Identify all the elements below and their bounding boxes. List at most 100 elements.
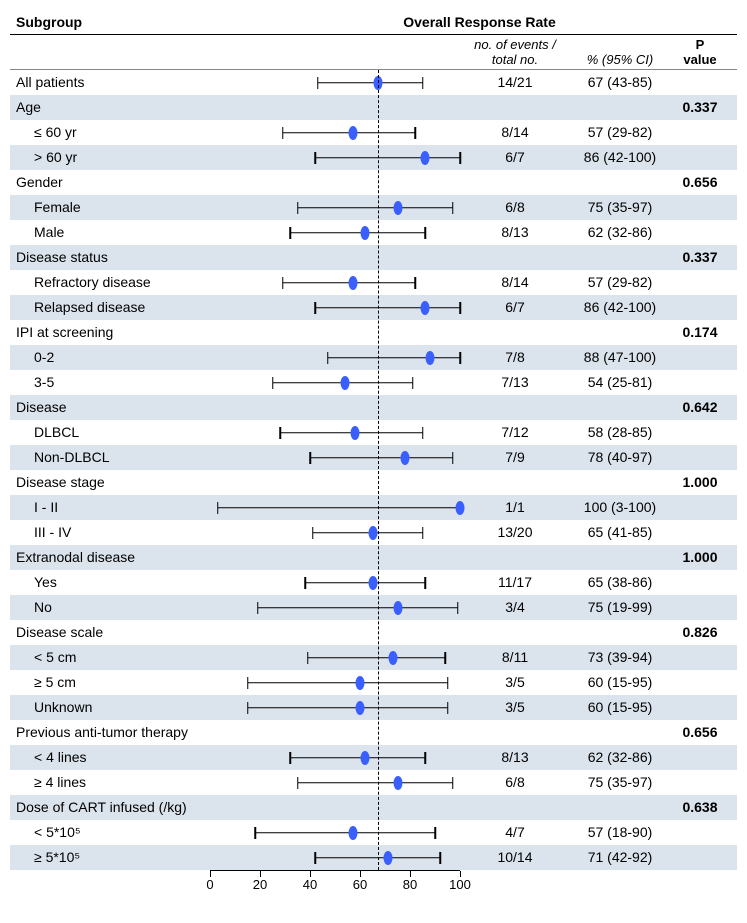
forest-cell [210,545,460,570]
events-cell: 7/13 [460,370,570,395]
row-label: ≤ 60 yr [10,120,210,145]
pvalue-cell: 1.000 [670,470,730,495]
ci-cell: 75 (35-97) [570,770,670,795]
pvalue-cell: 0.656 [670,720,730,745]
forest-cell [210,795,460,820]
ci-cell: 100 (3-100) [570,495,670,520]
forest-cell [210,245,460,270]
forest-cell [210,670,460,695]
forest-cell [210,195,460,220]
forest-cell [210,695,460,720]
row-label: All patients [10,70,210,95]
events-cell: 8/13 [460,745,570,770]
data-row: I - II1/1100 (3-100) [10,495,737,520]
axis-tick-label: 100 [449,877,471,892]
ci-cell [570,245,670,270]
data-row: ≥ 5 cm3/560 (15-95) [10,670,737,695]
group-header-row: Disease scale0.826 [10,620,737,645]
events-cell: 4/7 [460,820,570,845]
pvalue-cell [670,745,730,770]
point-marker [356,701,365,715]
events-cell [460,245,570,270]
axis-tick-label: 60 [353,877,367,892]
pvalue-cell [670,495,730,520]
pvalue-cell [670,570,730,595]
row-label: Gender [10,170,210,195]
data-row: ≥ 5*10⁵10/1471 (42-92) [10,845,737,870]
events-cell: 6/8 [460,770,570,795]
pvalue-cell [670,670,730,695]
subheader-pvalue: Pvalue [670,35,730,69]
data-row: Male8/1362 (32-86) [10,220,737,245]
pvalue-cell [670,445,730,470]
row-label: Relapsed disease [10,295,210,320]
row-label: < 5 cm [10,645,210,670]
row-label: Dose of CART infused (/kg) [10,795,210,820]
ci-cell: 57 (29-82) [570,120,670,145]
axis-tick-label: 80 [403,877,417,892]
data-row: ≥ 4 lines6/875 (35-97) [10,770,737,795]
forest-cell [210,295,460,320]
events-cell: 7/9 [460,445,570,470]
group-header-row: IPI at screening0.174 [10,320,737,345]
row-label: Extranodal disease [10,545,210,570]
group-header-row: Extranodal disease 1.000 [10,545,737,570]
data-row: DLBCL7/1258 (28-85) [10,420,737,445]
events-cell: 3/5 [460,670,570,695]
events-cell: 10/14 [460,845,570,870]
events-cell: 6/7 [460,295,570,320]
row-label: Unknown [10,695,210,720]
point-marker [401,451,410,465]
pvalue-cell [670,695,730,720]
forest-cell [210,345,460,370]
forest-cell [210,570,460,595]
table-header: Subgroup Overall Response Rate [10,10,737,35]
data-row: > 60 yr6/786 (42-100) [10,145,737,170]
pvalue-cell [670,820,730,845]
pvalue-cell [670,370,730,395]
group-header-row: Dose of CART infused (/kg) 0.638 [10,795,737,820]
ci-cell: 88 (47-100) [570,345,670,370]
ci-cell [570,170,670,195]
events-cell: 8/14 [460,270,570,295]
row-label: Male [10,220,210,245]
row-label: Yes [10,570,210,595]
ci-cell: 75 (19-99) [570,595,670,620]
forest-cell [210,270,460,295]
data-row: Female6/875 (35-97) [10,195,737,220]
events-cell [460,545,570,570]
point-marker [348,126,357,140]
point-marker [348,276,357,290]
point-marker [393,601,402,615]
forest-cell [210,395,460,420]
ci-cell: 71 (42-92) [570,845,670,870]
group-header-row: Previous anti-tumor therapy0.656 [10,720,737,745]
ci-cell [570,95,670,120]
forest-cell [210,820,460,845]
row-label: IPI at screening [10,320,210,345]
row-label: 3-5 [10,370,210,395]
ci-cell: 62 (32-86) [570,745,670,770]
data-row: No3/475 (19-99) [10,595,737,620]
ci-cell: 75 (35-97) [570,195,670,220]
row-label: Disease [10,395,210,420]
table-subheader: no. of events /total no. % (95% CI) Pval… [10,35,737,70]
forest-plot-body: All patients14/2167 (43-85)Age0.337≤ 60 … [10,70,737,870]
pvalue-cell [670,645,730,670]
pvalue-cell: 1.000 [670,545,730,570]
row-label: DLBCL [10,420,210,445]
forest-cell [210,770,460,795]
point-marker [456,501,465,515]
pvalue-cell [670,845,730,870]
forest-cell [210,95,460,120]
pvalue-cell: 0.638 [670,795,730,820]
ci-cell [570,620,670,645]
data-row: Yes11/1765 (38-86) [10,570,737,595]
events-cell: 6/8 [460,195,570,220]
pvalue-cell: 0.337 [670,95,730,120]
events-cell [460,95,570,120]
ci-cell: 86 (42-100) [570,145,670,170]
data-row: Relapsed disease6/786 (42-100) [10,295,737,320]
events-cell [460,170,570,195]
data-row: Unknown3/560 (15-95) [10,695,737,720]
